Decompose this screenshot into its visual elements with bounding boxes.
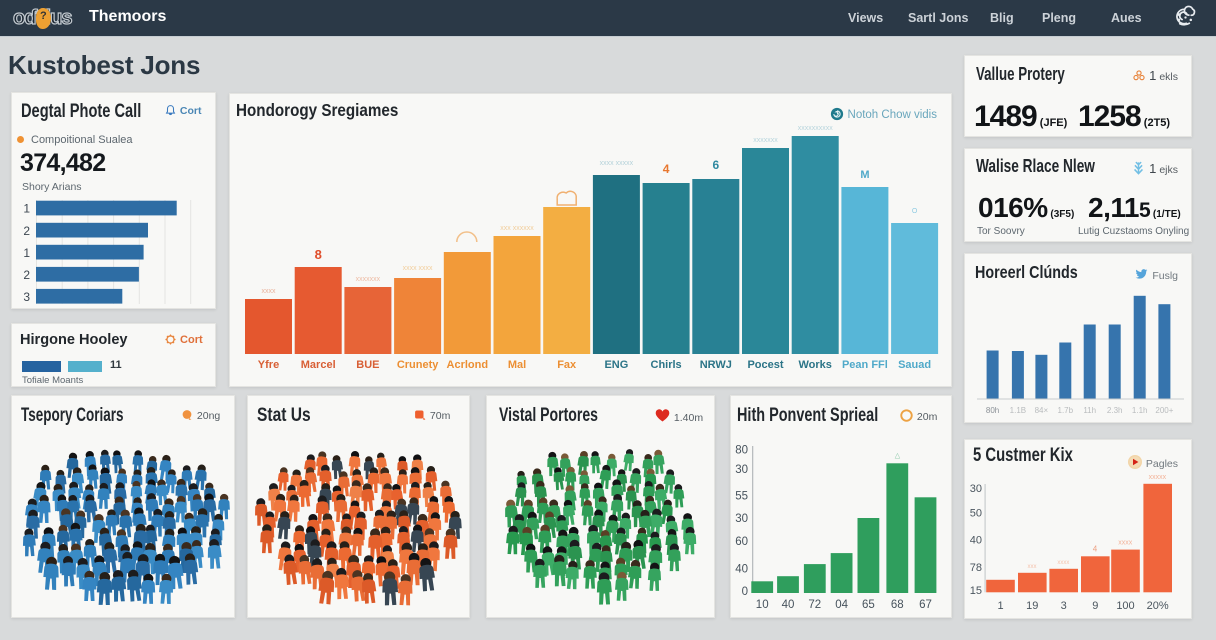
svg-text:1: 1 <box>23 246 30 260</box>
svg-text:xxxxx: xxxxx <box>1149 474 1167 481</box>
svg-text:80h: 80h <box>986 406 999 415</box>
svg-text:200+: 200+ <box>1155 406 1173 415</box>
svg-text:100: 100 <box>1116 600 1134 612</box>
svg-text:Mal: Mal <box>508 359 526 371</box>
svg-text:15: 15 <box>970 585 982 597</box>
svg-text:2: 2 <box>23 268 30 282</box>
svg-text:Crunety: Crunety <box>397 359 439 371</box>
svg-text:1: 1 <box>997 600 1003 612</box>
svg-text:Works: Works <box>798 359 831 371</box>
svg-text:40: 40 <box>735 564 748 576</box>
svg-text:xxxx: xxxx <box>1118 540 1133 547</box>
svg-text:O: O <box>912 208 918 215</box>
svg-text:68: 68 <box>891 599 904 611</box>
svg-text:Acrlond: Acrlond <box>447 359 489 371</box>
svg-text:xxxx xxxx: xxxx xxxx <box>403 265 433 272</box>
svg-text:1.1h: 1.1h <box>1132 406 1148 415</box>
svg-text:67: 67 <box>919 599 932 611</box>
svg-text:30: 30 <box>970 483 982 495</box>
svg-text:xxxx xxxxx: xxxx xxxxx <box>600 160 634 167</box>
svg-text:40: 40 <box>782 599 795 611</box>
svg-text:0: 0 <box>742 586 748 598</box>
svg-text:20%: 20% <box>1147 600 1169 612</box>
svg-text:ENG: ENG <box>604 359 628 371</box>
svg-text:Fax: Fax <box>557 359 577 371</box>
svg-text:1.7b: 1.7b <box>1058 406 1074 415</box>
svg-text:78: 78 <box>970 562 982 574</box>
svg-text:40: 40 <box>970 535 982 547</box>
svg-text:6: 6 <box>712 158 719 172</box>
svg-text:1.1B: 1.1B <box>1010 406 1026 415</box>
svg-text:xxxxxxx: xxxxxxx <box>753 137 778 144</box>
svg-text:65: 65 <box>862 599 875 611</box>
svg-text:BUE: BUE <box>356 359 379 371</box>
svg-text:10: 10 <box>756 599 769 611</box>
svg-text:19: 19 <box>1026 600 1038 612</box>
svg-text:Sauad: Sauad <box>898 359 931 371</box>
svg-text:30: 30 <box>735 513 748 525</box>
svg-text:30: 30 <box>735 464 748 476</box>
svg-text:9: 9 <box>1092 600 1098 612</box>
svg-text:xxxxxxxxxx: xxxxxxxxxx <box>798 125 834 132</box>
svg-text:3: 3 <box>1061 600 1067 612</box>
svg-text:8: 8 <box>315 247 322 262</box>
svg-text:NRWJ: NRWJ <box>700 359 732 371</box>
svg-text:4: 4 <box>663 162 670 176</box>
svg-text:60: 60 <box>735 536 748 548</box>
svg-text:04: 04 <box>835 599 848 611</box>
svg-text:xxxx: xxxx <box>262 288 277 295</box>
svg-text:55: 55 <box>735 491 748 503</box>
svg-text:Pocest: Pocest <box>747 359 783 371</box>
svg-text:xxx xxxxxx: xxx xxxxxx <box>500 225 534 232</box>
svg-text:4: 4 <box>1093 544 1098 553</box>
svg-text:Chirls: Chirls <box>651 359 682 371</box>
svg-text:3: 3 <box>23 290 30 304</box>
svg-text:M: M <box>860 169 869 181</box>
svg-text:Pean FFl: Pean FFl <box>842 359 888 371</box>
svg-text:2.3h: 2.3h <box>1107 406 1123 415</box>
svg-text:xxxx: xxxx <box>1057 560 1069 566</box>
svg-text:84×: 84× <box>1035 406 1049 415</box>
svg-text:72: 72 <box>808 599 821 611</box>
svg-text:xxxxxxx: xxxxxxx <box>356 276 381 283</box>
svg-text:xxx: xxx <box>1028 564 1037 570</box>
svg-text:Yfre: Yfre <box>258 359 279 371</box>
svg-text:1: 1 <box>23 202 30 216</box>
svg-text:80: 80 <box>735 445 748 457</box>
svg-text:△︎: △︎ <box>895 452 901 459</box>
svg-text:2: 2 <box>23 224 30 238</box>
svg-text:11h: 11h <box>1083 406 1096 415</box>
svg-text:Marcel: Marcel <box>301 359 336 371</box>
svg-text:50: 50 <box>970 508 982 520</box>
